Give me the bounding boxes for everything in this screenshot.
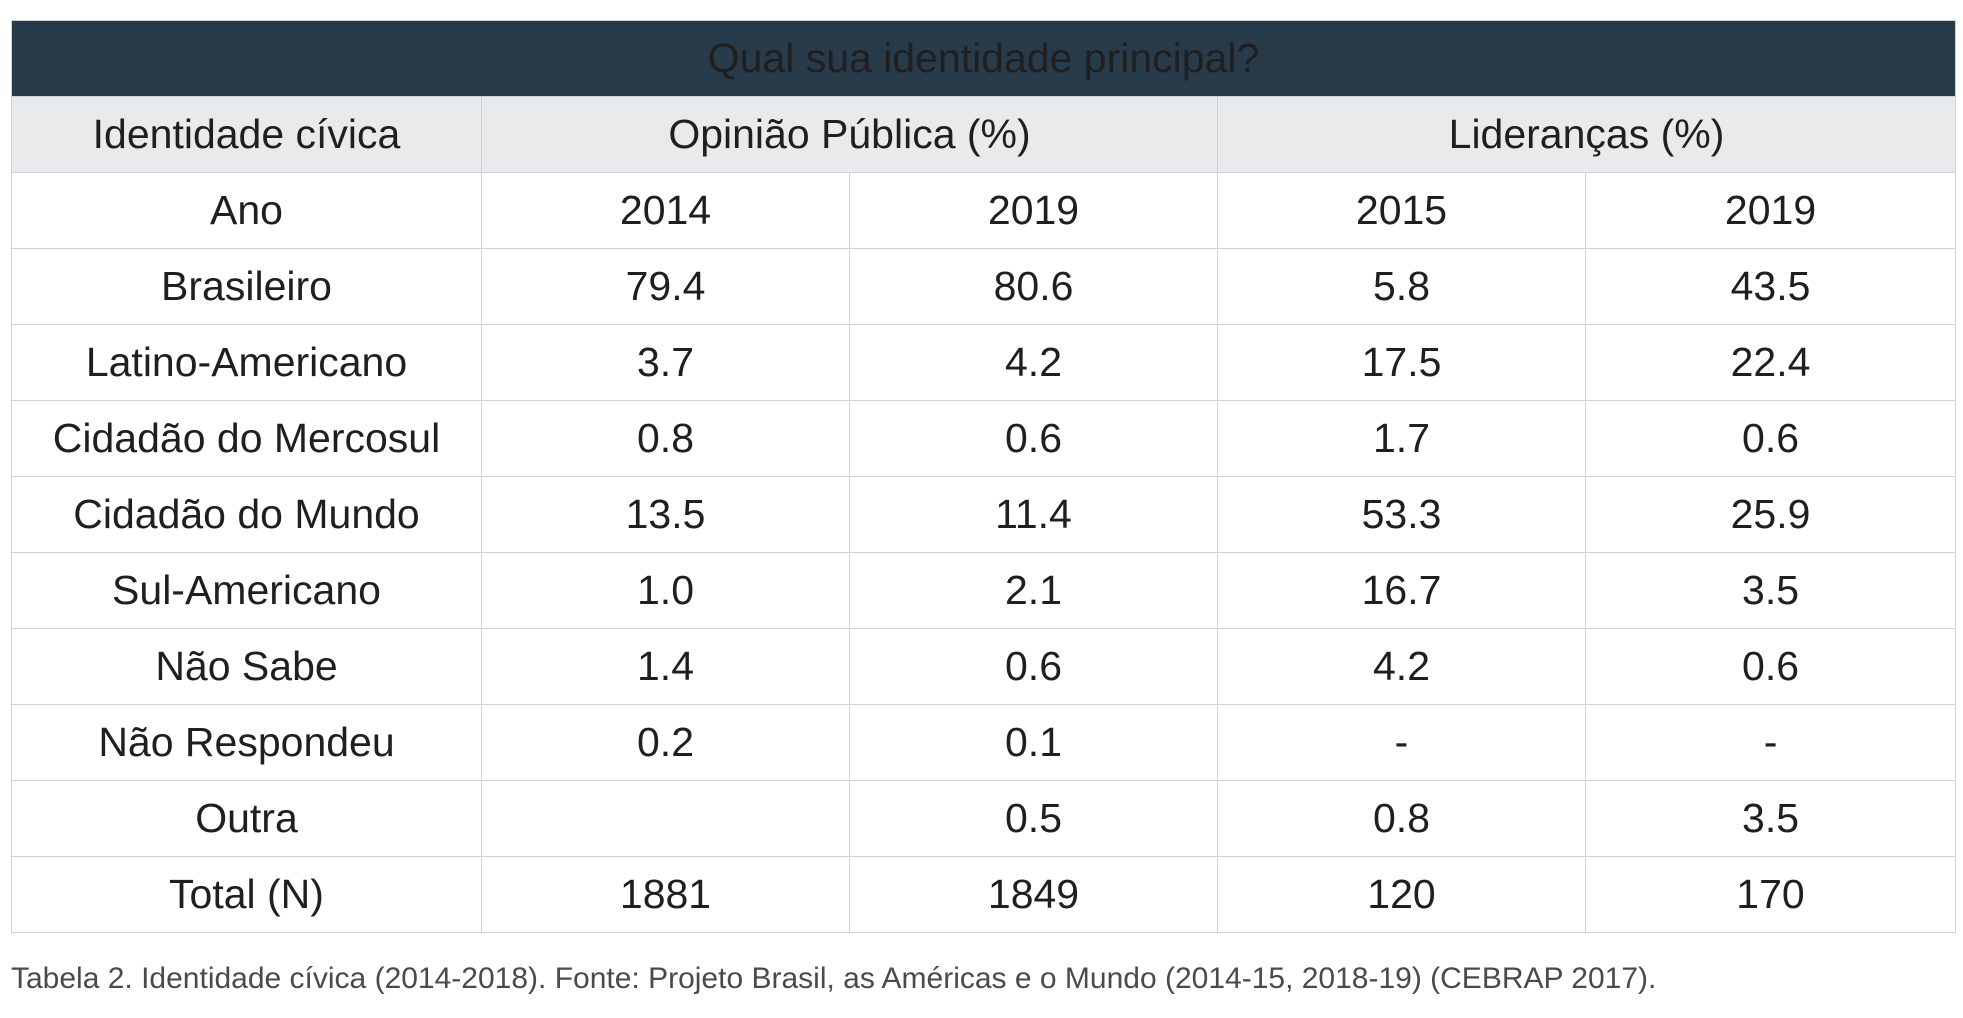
title-row: Qual sua identidade principal? (10, 20, 1957, 97)
row-label-cell: Outra (11, 780, 482, 857)
table-row: Ano 2014 2019 2015 2019 (11, 172, 1957, 249)
value-cell: 17.5 (1217, 324, 1586, 401)
table-row: Outra 0.5 0.8 3.5 (11, 780, 1957, 857)
value-cell: 0.1 (849, 704, 1218, 781)
value-cell: 2019 (849, 172, 1218, 249)
table-title: Qual sua identidade principal? (10, 20, 1957, 97)
table-row: Latino-Americano 3.7 4.2 17.5 22.4 (11, 324, 1957, 401)
value-cell: 1849 (849, 856, 1218, 933)
value-cell: 0.6 (849, 628, 1218, 705)
value-cell: 53.3 (1217, 476, 1586, 553)
table-row: Cidadão do Mundo 13.5 11.4 53.3 25.9 (11, 476, 1957, 553)
value-cell: 11.4 (849, 476, 1218, 553)
value-cell: 25.9 (1584, 476, 1957, 553)
value-cell: 2015 (1217, 172, 1586, 249)
value-cell: 0.6 (1584, 400, 1957, 477)
table-caption: Tabela 2. Identidade cívica (2014-2018).… (11, 962, 1657, 995)
value-cell: 0.5 (849, 780, 1218, 857)
value-cell: 1.0 (481, 552, 850, 629)
row-label-cell: Sul-Americano (11, 552, 482, 629)
value-cell: 0.6 (849, 400, 1218, 477)
identity-table: Qual sua identidade principal? Identidad… (10, 20, 1957, 933)
value-cell: 80.6 (849, 248, 1218, 325)
header-liderancas: Lideranças (%) (1216, 96, 1957, 173)
value-cell: 120 (1217, 856, 1586, 933)
value-cell: 2.1 (849, 552, 1218, 629)
value-cell: 4.2 (849, 324, 1218, 401)
value-cell: 170 (1584, 856, 1957, 933)
header-identidade-civica: Identidade cívica (11, 96, 482, 173)
table-body: Ano 2014 2019 2015 2019 Brasileiro 79.4 80.6 5.8… (11, 172, 1957, 933)
value-cell: 16.7 (1217, 552, 1586, 629)
table-row: Não Respondeu 0.2 0.1- - (11, 704, 1957, 781)
row-label-cell: Cidadão do Mundo (11, 476, 482, 553)
value-cell: 5.8 (1217, 248, 1586, 325)
row-label-cell: Não Sabe (11, 628, 482, 705)
table-row: Não Sabe 1.4 0.6 4.2 0.6 (11, 628, 1957, 705)
value-cell: - (1584, 704, 1957, 781)
value-cell: 0.8 (1217, 780, 1586, 857)
group-header-row: Identidade cívica Opinião Pública (%) Li… (11, 96, 1957, 173)
table-row: Sul-Americano 1.0 2.1 16.7 3.5 (11, 552, 1957, 629)
value-cell: 2014 (481, 172, 850, 249)
value-cell: 1.7 (1217, 400, 1586, 477)
value-cell: 3.5 (1584, 780, 1957, 857)
row-label-cell: Não Respondeu (11, 704, 482, 781)
row-label-cell: Brasileiro (11, 248, 482, 325)
value-cell: 79.4 (481, 248, 850, 325)
value-cell: 13.5 (481, 476, 850, 553)
value-cell: - (1217, 704, 1586, 781)
value-cell: 0.6 (1584, 628, 1957, 705)
value-cell: 4.2 (1217, 628, 1586, 705)
table-row: Total (N) 1881 1849 120 170 (11, 856, 1957, 933)
row-label-cell: Latino-Americano (11, 324, 482, 401)
row-label-cell: Ano (11, 172, 482, 249)
table-row: Brasileiro 79.4 80.6 5.8 43.5 (11, 248, 1957, 325)
value-cell: 1881 (481, 856, 850, 933)
value-cell: 1.4 (481, 628, 850, 705)
table-container: Qual sua identidade principal? Identidad… (10, 20, 1957, 933)
value-cell: 22.4 (1584, 324, 1957, 401)
value-cell: 0.8 (481, 400, 850, 477)
row-label-cell: Cidadão do Mercosul (11, 400, 482, 477)
value-cell: 43.5 (1584, 248, 1957, 325)
value-cell: 0.2 (481, 704, 850, 781)
value-cell: 2019 (1584, 172, 1957, 249)
value-cell (481, 780, 850, 857)
table-row: Cidadão do Mercosul 0.8 0.6 1.7 0.6 (11, 400, 1957, 477)
value-cell: 3.5 (1584, 552, 1957, 629)
value-cell: 3.7 (481, 324, 850, 401)
header-opiniao-publica: Opinião Pública (%) (481, 96, 1218, 173)
row-label-cell: Total (N) (11, 856, 482, 933)
